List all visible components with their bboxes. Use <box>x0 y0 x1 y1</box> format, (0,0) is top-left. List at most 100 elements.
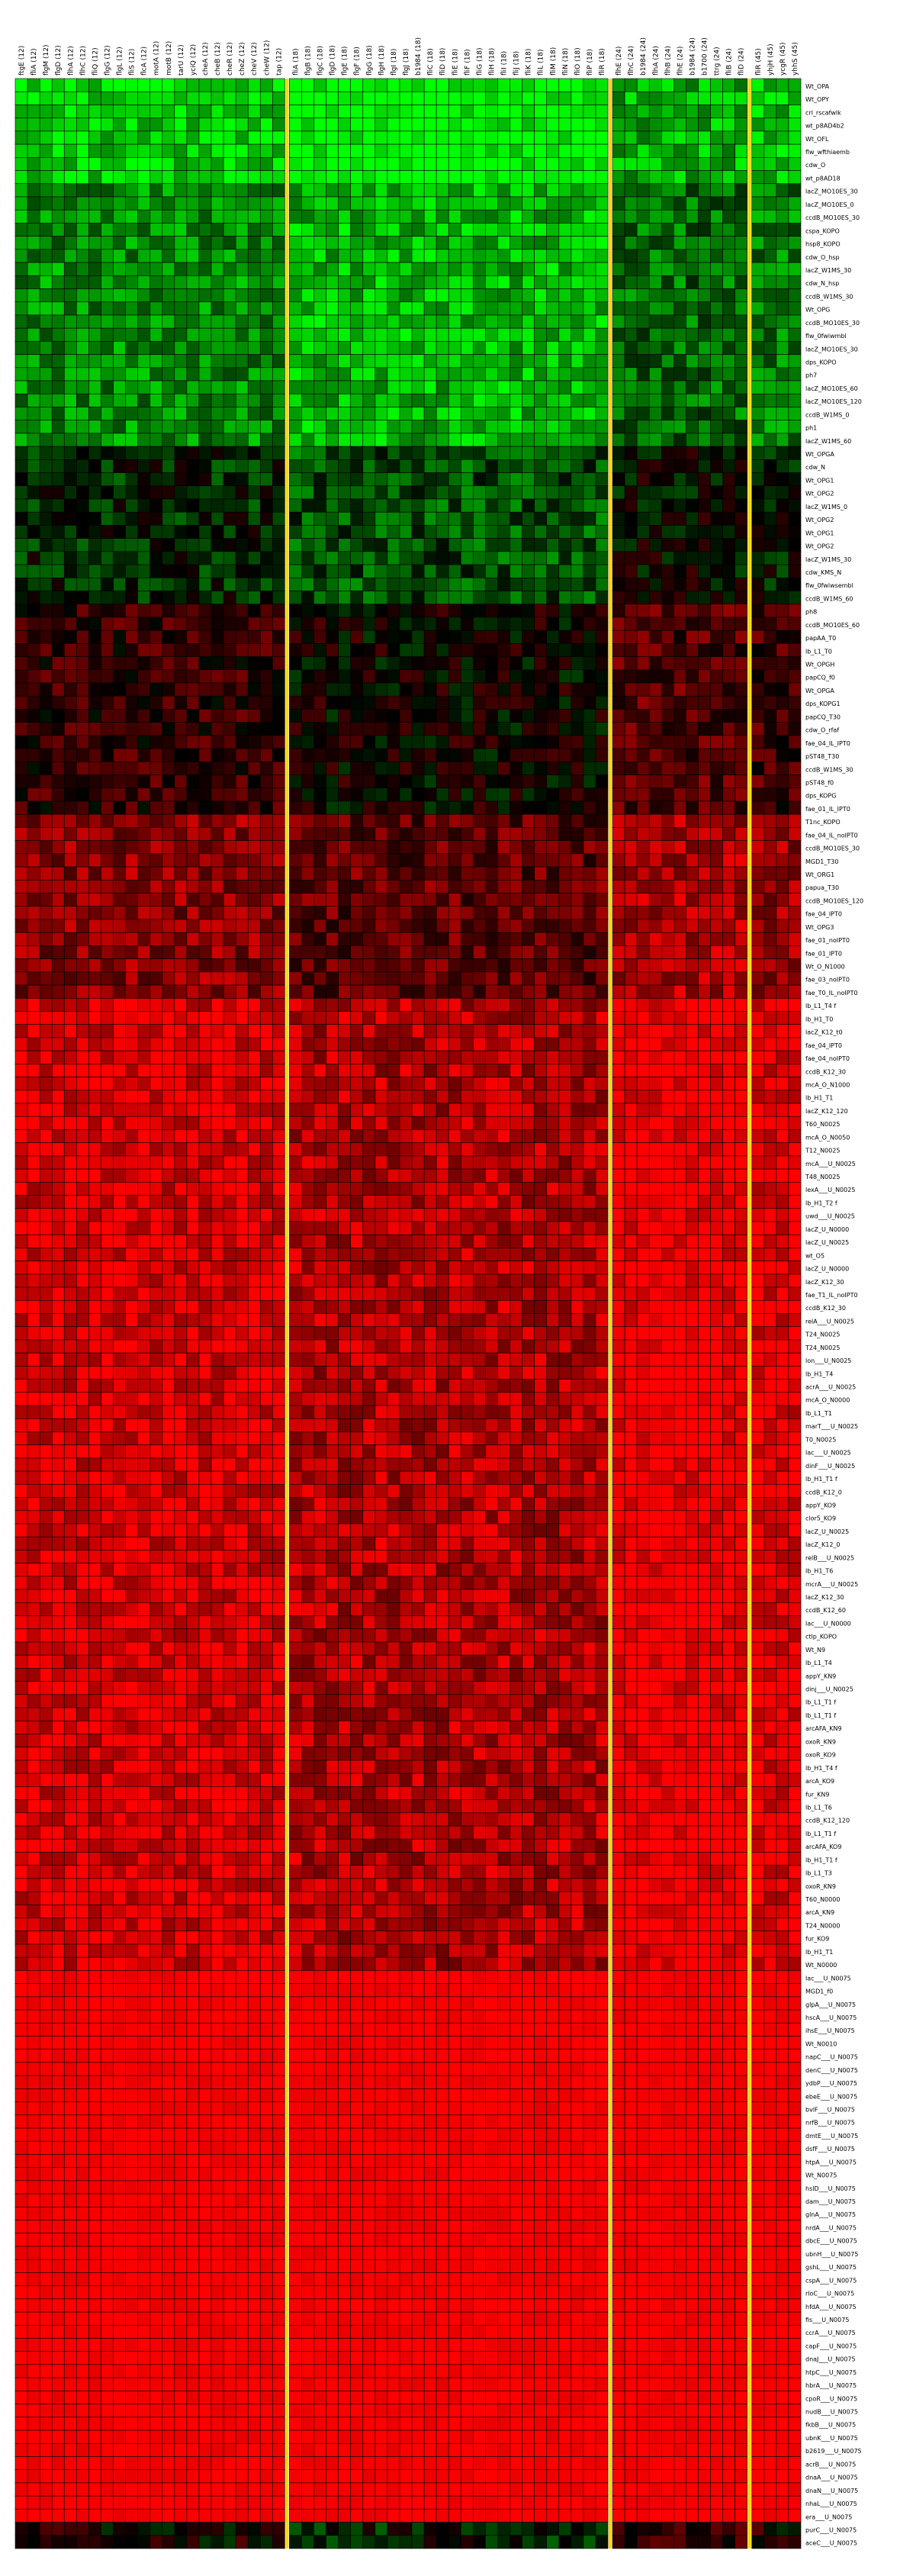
heatmap-cell <box>350 1064 364 1077</box>
heatmap-cell <box>174 209 188 224</box>
heatmap-cell <box>149 538 163 552</box>
heatmap-cell <box>485 262 498 276</box>
heatmap-cell <box>113 327 126 342</box>
heatmap-cell <box>374 327 388 342</box>
heatmap-cell <box>485 709 498 723</box>
heatmap-cell <box>485 223 498 237</box>
heatmap-cell <box>211 774 224 789</box>
heatmap-cell <box>460 853 474 868</box>
heatmap-cell <box>326 735 339 749</box>
heatmap-cell <box>27 262 40 276</box>
heatmap-cell <box>485 656 498 671</box>
heatmap-cell <box>272 170 285 185</box>
heatmap-cell <box>612 249 625 263</box>
heatmap-cell <box>88 906 101 920</box>
heatmap-cell <box>289 682 302 697</box>
heatmap-cell <box>113 1037 126 1051</box>
heatmap-cell <box>51 958 65 973</box>
heatmap-cell <box>162 433 175 447</box>
heatmap-cell <box>63 78 77 92</box>
heatmap-cell <box>722 932 735 946</box>
heatmap-cell <box>648 997 662 1012</box>
heatmap-cell <box>776 984 789 999</box>
heatmap-cell <box>686 787 699 802</box>
heatmap-cell <box>751 170 765 185</box>
heatmap-cell <box>137 183 150 198</box>
heatmap-cell <box>648 485 662 500</box>
heatmap-cell <box>571 853 584 868</box>
heatmap-cell <box>399 1064 413 1077</box>
heatmap-cell <box>423 459 437 473</box>
heatmap-cell <box>235 984 249 999</box>
heatmap-cell <box>223 380 236 394</box>
heatmap-cell <box>362 249 376 263</box>
heatmap-cell <box>411 748 425 762</box>
heatmap-cell <box>362 314 376 329</box>
heatmap-cell <box>751 183 765 198</box>
heatmap-cell <box>673 367 686 382</box>
heatmap-cell <box>522 525 535 539</box>
heatmap-cell <box>411 249 425 263</box>
heatmap-cell <box>751 997 765 1012</box>
heatmap-cell <box>534 393 548 407</box>
heatmap-cell <box>362 341 376 355</box>
heatmap-cell <box>223 143 236 158</box>
heatmap-cell <box>223 498 236 513</box>
heatmap-cell <box>710 433 723 447</box>
heatmap-cell <box>223 551 236 565</box>
heatmap-cell <box>51 446 65 460</box>
heatmap-cell <box>14 577 28 591</box>
heatmap-cell <box>546 354 560 369</box>
heatmap-cell <box>423 997 437 1012</box>
heatmap-cell <box>174 341 188 355</box>
heatmap-cell <box>51 78 65 92</box>
heatmap-cell <box>113 472 126 487</box>
heatmap-cell <box>387 143 400 158</box>
heatmap-cell <box>259 157 273 171</box>
heatmap-cell <box>399 472 413 487</box>
heatmap-cell <box>558 314 572 329</box>
heatmap-cell <box>788 498 802 513</box>
heatmap-cell <box>648 446 662 460</box>
heatmap-cell <box>497 1050 510 1064</box>
heatmap-cell <box>423 577 437 591</box>
heatmap-cell <box>673 682 686 697</box>
heatmap-cell <box>374 893 388 907</box>
heatmap-cell <box>338 118 352 132</box>
heatmap-cell <box>223 472 236 487</box>
heatmap-cell <box>63 288 77 303</box>
heatmap-cell <box>509 130 522 145</box>
heatmap-cell <box>350 157 364 171</box>
heatmap-cell <box>423 118 437 132</box>
heatmap-cell <box>558 1077 572 1091</box>
heatmap-cell <box>648 577 662 591</box>
heatmap-cell <box>710 511 723 526</box>
heatmap-cell <box>595 577 609 591</box>
heatmap-cell <box>223 446 236 460</box>
heatmap-cell <box>350 262 364 276</box>
heatmap-cell <box>399 288 413 303</box>
heatmap-cell <box>326 472 339 487</box>
heatmap-cell <box>101 958 114 973</box>
heatmap-cell <box>485 591 498 605</box>
heatmap-cell <box>734 800 748 815</box>
heatmap-cell <box>485 459 498 473</box>
heatmap-cell <box>698 932 711 946</box>
heatmap-cell <box>27 1011 40 1025</box>
heatmap-cell <box>558 577 572 591</box>
heatmap-cell <box>198 919 212 933</box>
heatmap-cell <box>636 762 650 775</box>
heatmap-cell <box>235 341 249 355</box>
heatmap-cell <box>63 577 77 591</box>
heatmap-cell <box>411 1064 425 1077</box>
heatmap-cell <box>301 367 314 382</box>
heatmap-cell <box>259 604 273 618</box>
heatmap-cell <box>751 551 765 565</box>
heatmap-cell <box>76 446 89 460</box>
heatmap-cell <box>698 1024 711 1038</box>
heatmap-cell <box>411 880 425 894</box>
heatmap-cell <box>624 380 638 394</box>
heatmap-cell <box>448 407 461 420</box>
heatmap-cell <box>485 971 498 986</box>
heatmap-cell <box>460 997 474 1012</box>
